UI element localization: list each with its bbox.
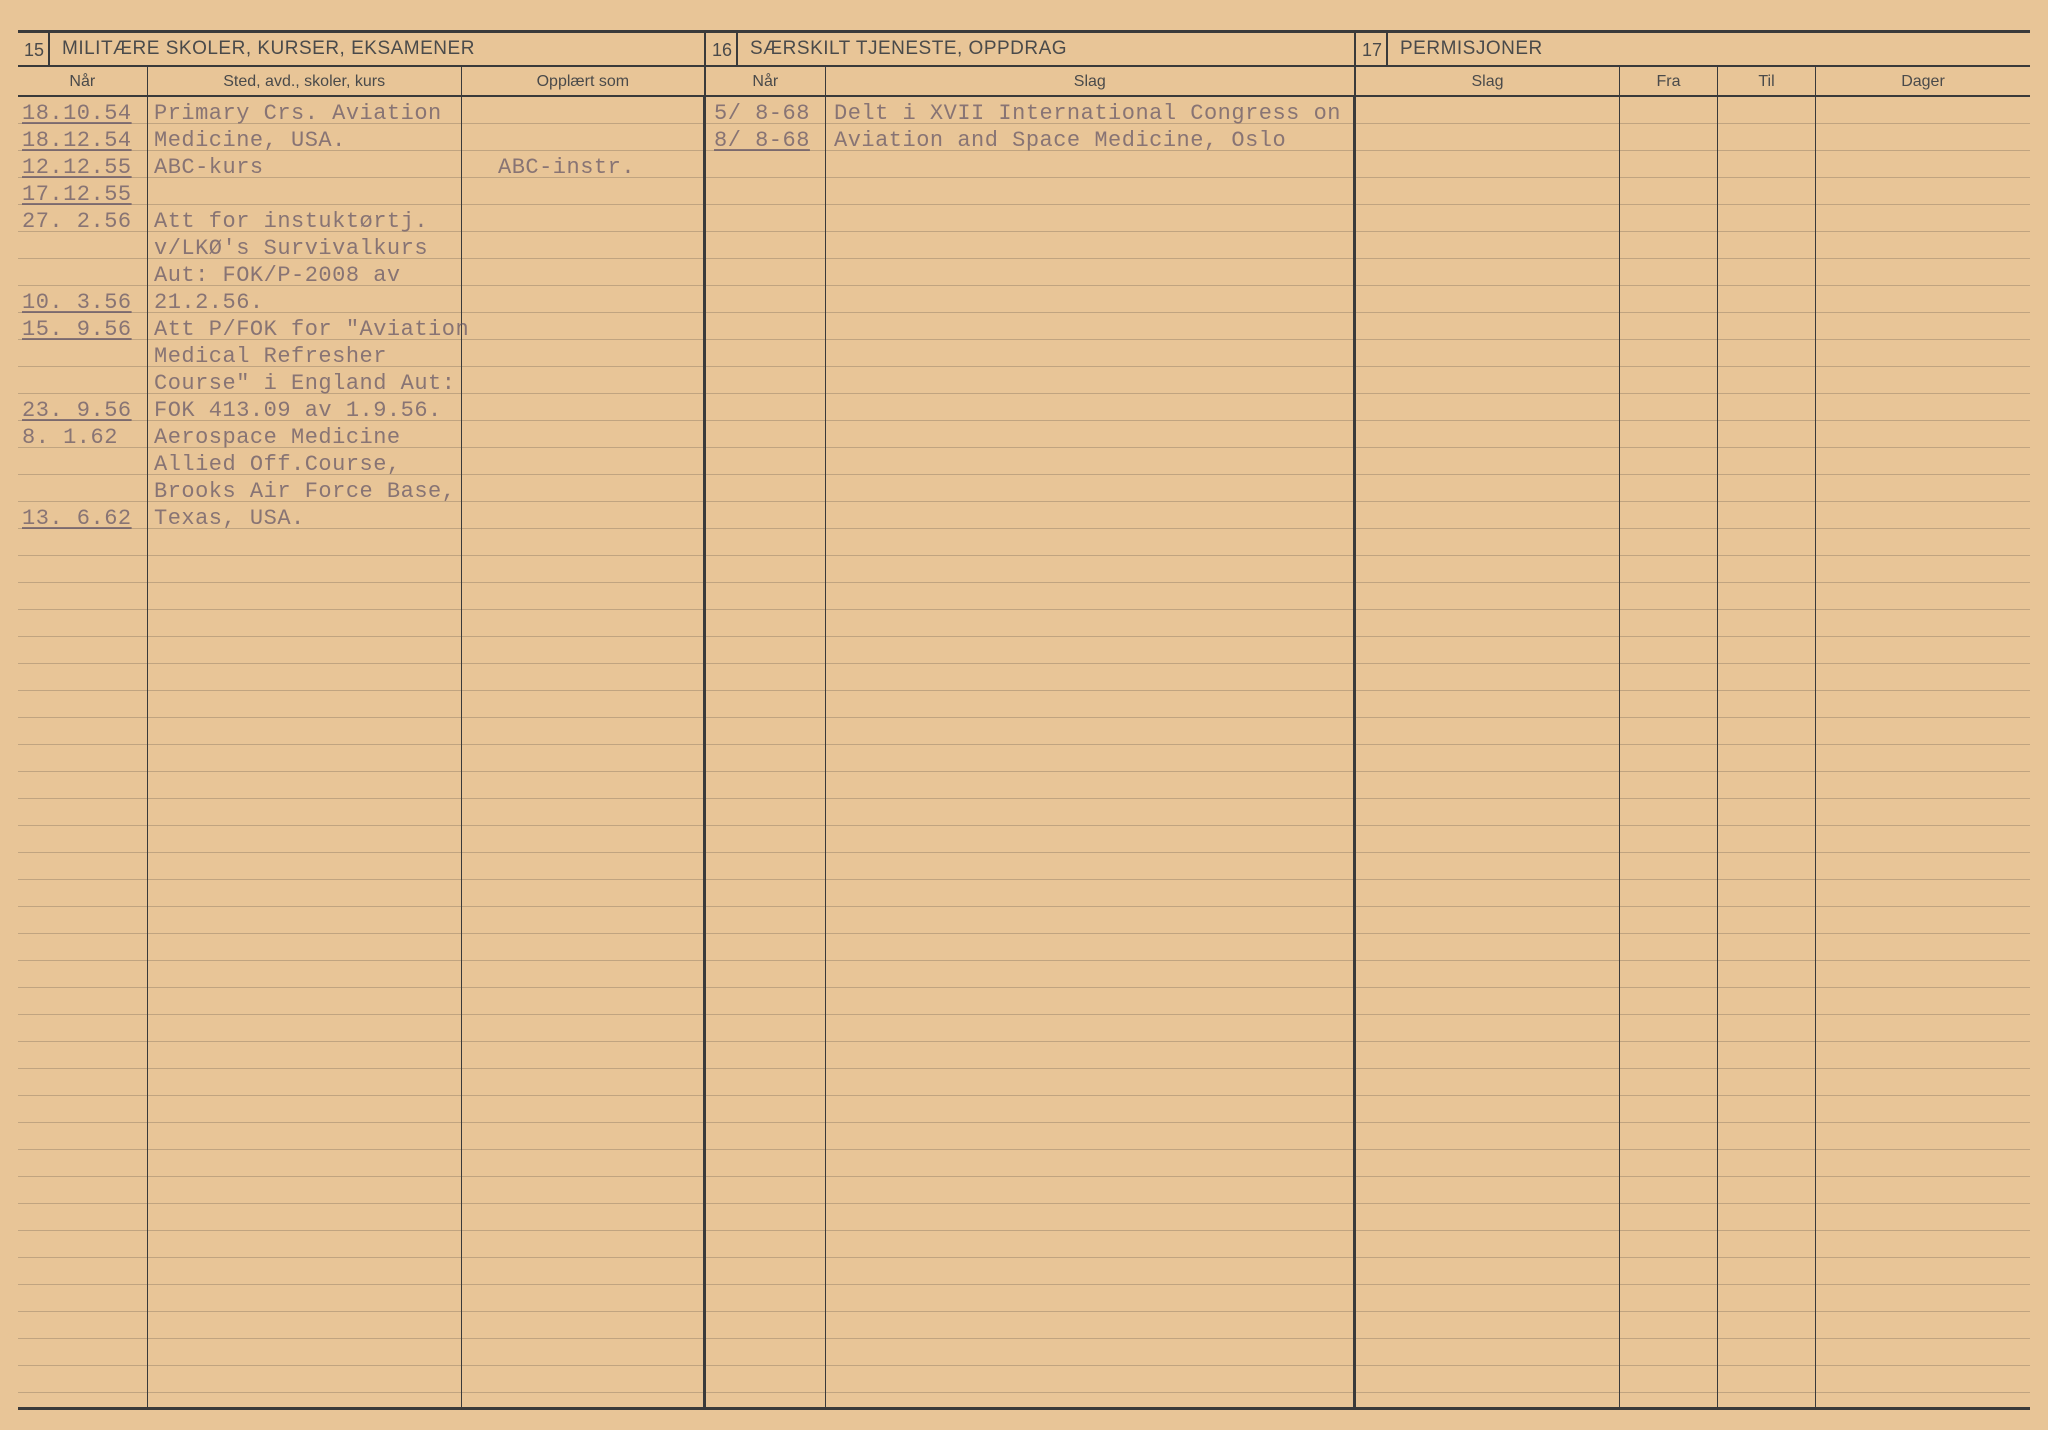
- col-header: Opplært som: [462, 67, 704, 95]
- typed-text: Brooks Air Force Base,: [154, 479, 455, 504]
- typed-date: 8. 1.62: [22, 425, 118, 450]
- typed-date: 5/ 8-68: [714, 101, 810, 126]
- section-17-subheader: Slag Fra Til Dager: [1356, 67, 2030, 97]
- typed-date: 12.12.55: [22, 155, 132, 180]
- typed-date: 17.12.55: [22, 182, 132, 207]
- typed-text: Aerospace Medicine: [154, 425, 401, 450]
- typed-text: Aut: FOK/P-2008 av: [154, 263, 401, 288]
- section-17: 17 PERMISJONER Slag Fra Til Dager: [1356, 33, 2030, 1407]
- section-17-body: [1356, 97, 2030, 1407]
- col-header: Slag: [1356, 67, 1620, 95]
- typed-text: Att for instuktørtj.: [154, 209, 428, 234]
- section-17-header: 17 PERMISJONER: [1356, 33, 2030, 67]
- col-header: Når: [706, 67, 826, 95]
- section-15: 15 MILITÆRE SKOLER, KURSER, EKSAMENER Nå…: [18, 33, 706, 1407]
- section-title: MILITÆRE SKOLER, KURSER, EKSAMENER: [50, 38, 475, 60]
- section-16-subheader: Når Slag: [706, 67, 1354, 97]
- section-title: SÆRSKILT TJENESTE, OPPDRAG: [738, 38, 1067, 60]
- section-16-header: 16 SÆRSKILT TJENESTE, OPPDRAG: [706, 33, 1354, 67]
- typed-text: Delt i XVII International Congress on: [834, 101, 1341, 126]
- typed-text: Medicine, USA.: [154, 128, 346, 153]
- section-num: 16: [706, 33, 738, 65]
- col-header: Fra: [1620, 67, 1718, 95]
- section-15-body: 18.10.54 Primary Crs. Aviation 18.12.54 Med…: [18, 97, 704, 1407]
- typed-text: Aviation and Space Medicine, Oslo: [834, 128, 1286, 153]
- typed-date: 23. 9.56: [22, 398, 132, 423]
- typed-text: 21.2.56.: [154, 290, 264, 315]
- typed-text: FOK 413.09 av 1.9.56.: [154, 398, 442, 423]
- section-15-subheader: Når Sted, avd., skoler, kurs Opplært som: [18, 67, 704, 97]
- typed-text: ABC-kurs: [154, 155, 264, 180]
- typed-text: Medical Refresher: [154, 344, 387, 369]
- record-card: 15 MILITÆRE SKOLER, KURSER, EKSAMENER Nå…: [18, 30, 2030, 1410]
- section-16: 16 SÆRSKILT TJENESTE, OPPDRAG Når Slag 5…: [706, 33, 1356, 1407]
- col-header: Sted, avd., skoler, kurs: [148, 67, 462, 95]
- section-num: 17: [1356, 33, 1388, 65]
- typed-date: 15. 9.56: [22, 317, 132, 342]
- section-title: PERMISJONER: [1388, 38, 1543, 60]
- section-16-body: 5/ 8-68 Delt i XVII International Congres…: [706, 97, 1354, 1407]
- col-header: Dager: [1816, 67, 2030, 95]
- section-num: 15: [18, 33, 50, 65]
- col-header: Når: [18, 67, 148, 95]
- typed-text: ABC-instr.: [498, 155, 635, 180]
- typed-text: Primary Crs. Aviation: [154, 101, 442, 126]
- typed-text: Att P/FOK for "Aviation: [154, 317, 469, 342]
- typed-date: 10. 3.56: [22, 290, 132, 315]
- col-header: Til: [1718, 67, 1816, 95]
- col-header: Slag: [826, 67, 1354, 95]
- typed-date: 8/ 8-68: [714, 128, 810, 153]
- typed-date: 27. 2.56: [22, 209, 132, 234]
- typed-text: Course" i England Aut:: [154, 371, 455, 396]
- typed-date: 13. 6.62: [22, 506, 132, 531]
- typed-text: Texas, USA.: [154, 506, 305, 531]
- typed-text: v/LKØ's Survivalkurs: [154, 236, 428, 261]
- section-15-header: 15 MILITÆRE SKOLER, KURSER, EKSAMENER: [18, 33, 704, 67]
- typed-date: 18.10.54: [22, 101, 132, 126]
- typed-date: 18.12.54: [22, 128, 132, 153]
- typed-text: Allied Off.Course,: [154, 452, 401, 477]
